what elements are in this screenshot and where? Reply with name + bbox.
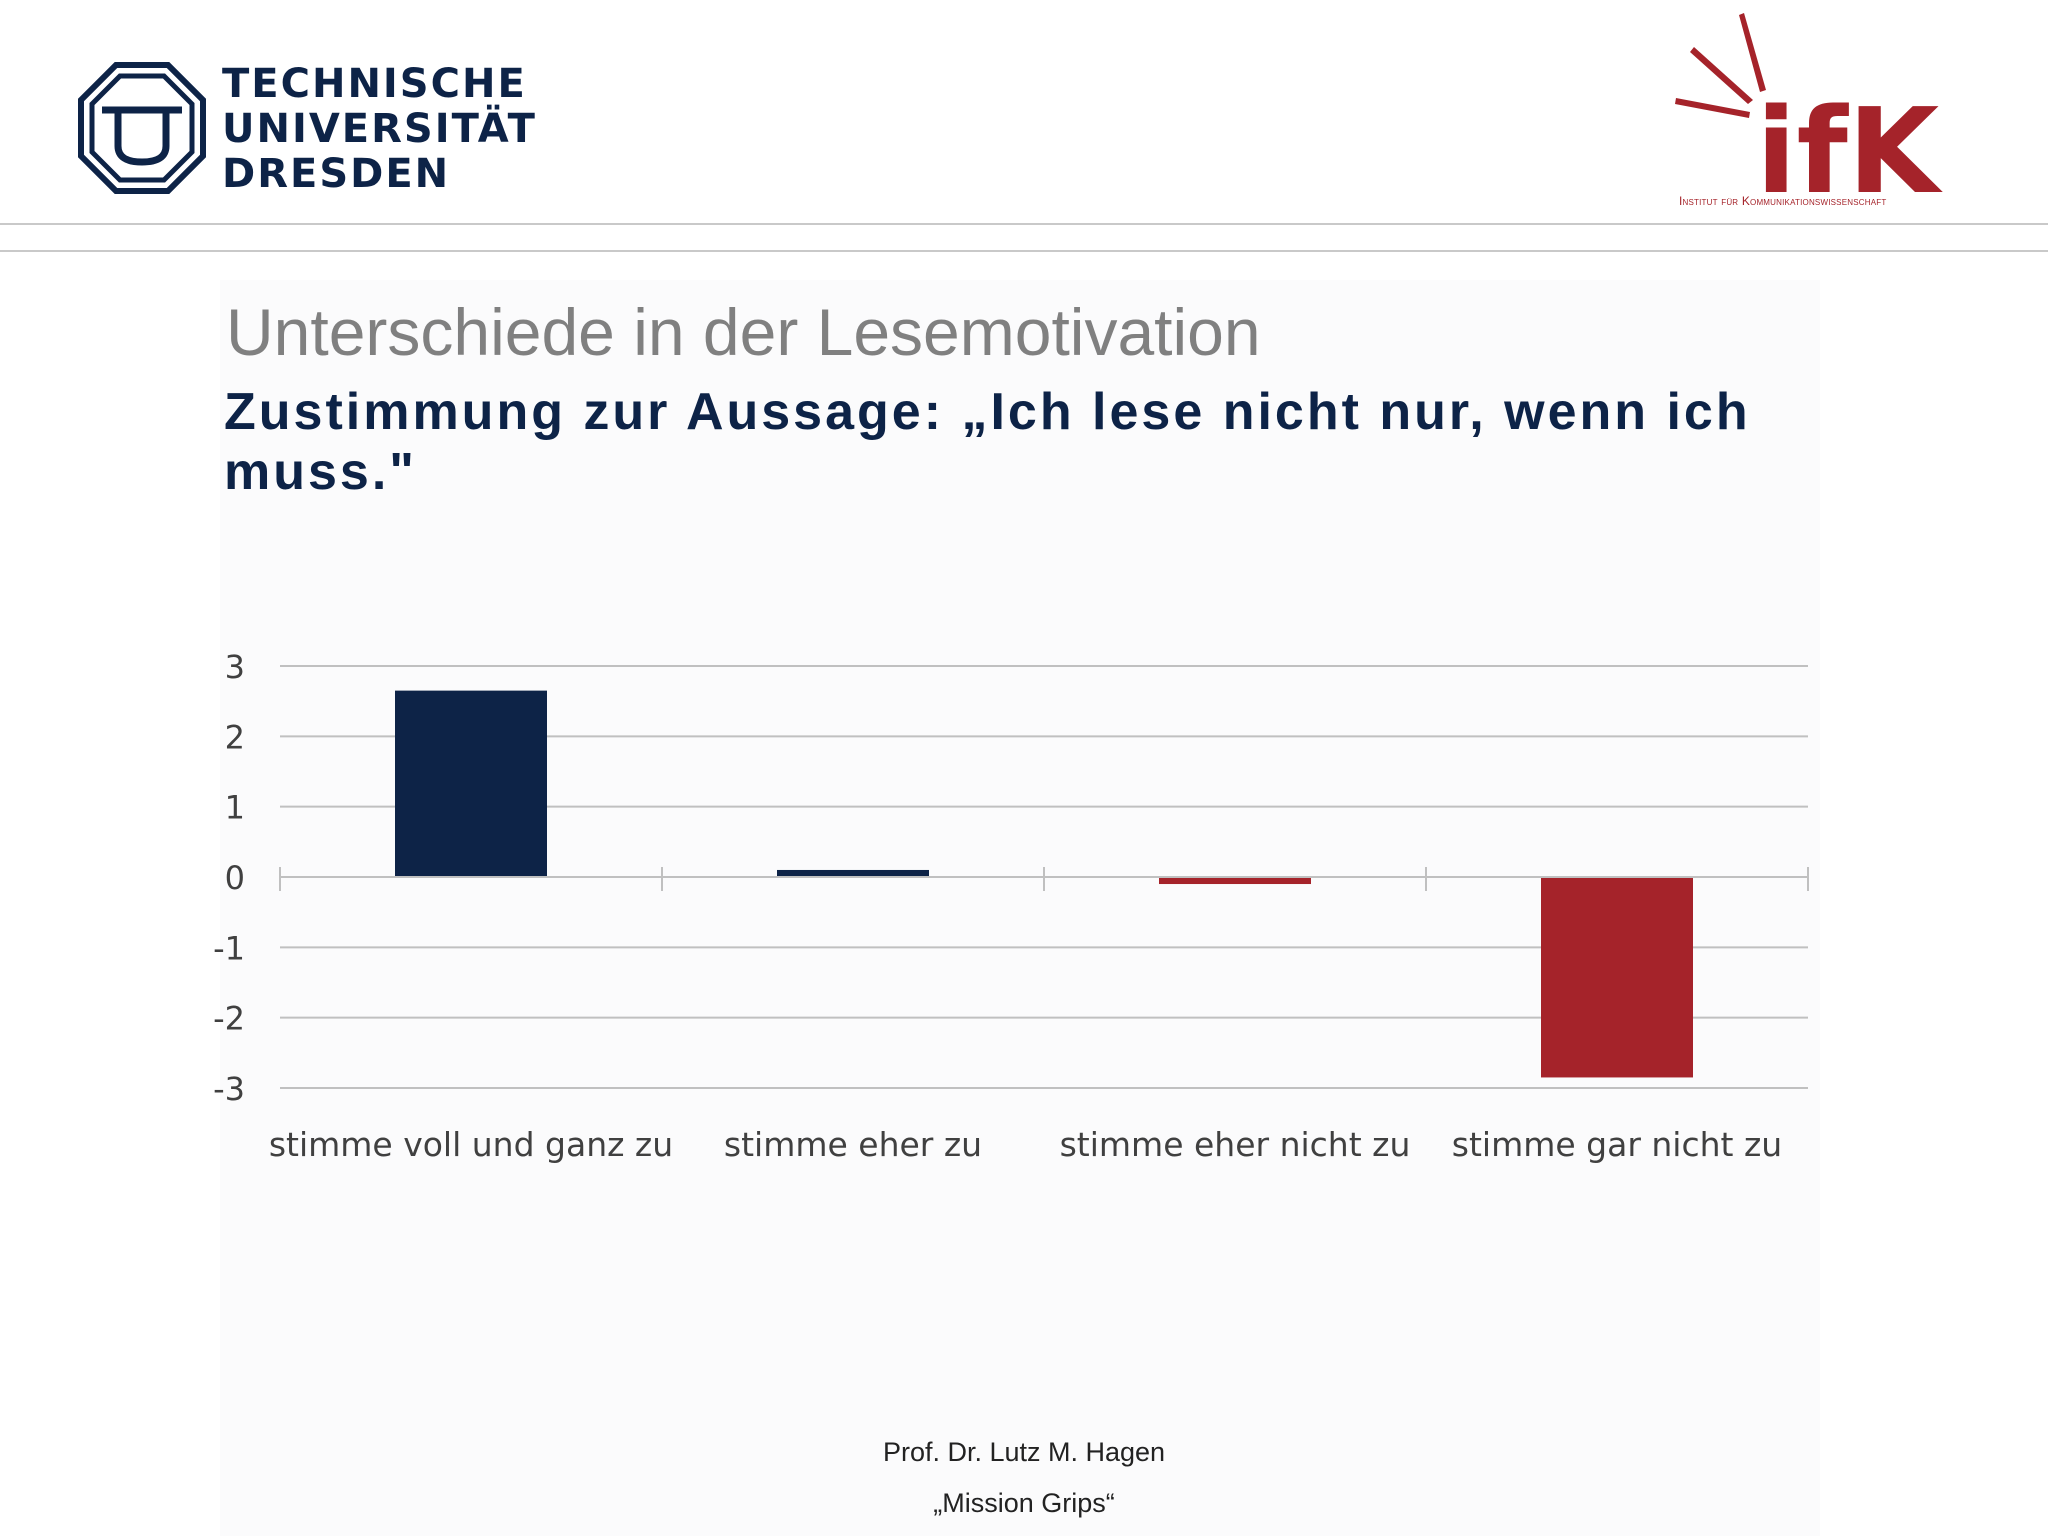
x-category-label: stimme gar nicht zu [1452,1125,1782,1164]
tu-dresden-emblem-icon [78,62,206,194]
bar [395,690,547,877]
x-category-label: stimme eher zu [724,1125,982,1164]
header-divider [0,223,2048,225]
tud-line: TECHNISCHE [222,61,527,107]
ifk-logo-text: ifK [1756,82,1944,210]
tud-line: DRESDEN [222,151,451,197]
y-tick-label: -3 [213,1070,245,1108]
footer-project: „Mission Grips“ [933,1488,1115,1518]
bar [1159,877,1311,885]
tu-dresden-wordmark: TECHNISCHE UNIVERSITÄT DRESDEN [222,62,537,197]
slide-title: Unterschiede in der Lesemotivation [226,295,1261,369]
y-tick-label: -1 [213,929,245,967]
tud-line: UNIVERSITÄT [222,106,537,152]
x-category-label: stimme voll und ganz zu [269,1125,673,1164]
header-divider [0,250,2048,252]
slide-subtitle: Zustimmung zur Aussage: „Ich lese nicht … [224,383,1751,501]
y-tick-label: 2 [225,718,245,756]
ifk-logo-icon: ifK [1675,13,1944,210]
bar [777,869,929,877]
x-category-label: stimme eher nicht zu [1060,1125,1411,1164]
footer-author: Prof. Dr. Lutz M. Hagen [882,1437,1166,1467]
y-tick-label: 3 [225,648,245,686]
slide-header: TECHNISCHE UNIVERSITÄT DRESDEN ifK Insti… [0,0,2048,252]
bar [1541,877,1693,1078]
y-tick-label: 1 [225,789,245,827]
y-tick-label: 0 [225,859,245,897]
ifk-subtitle: Institut für Kommunikationswissenschaft [1679,194,1887,208]
y-tick-label: -2 [213,1000,245,1038]
